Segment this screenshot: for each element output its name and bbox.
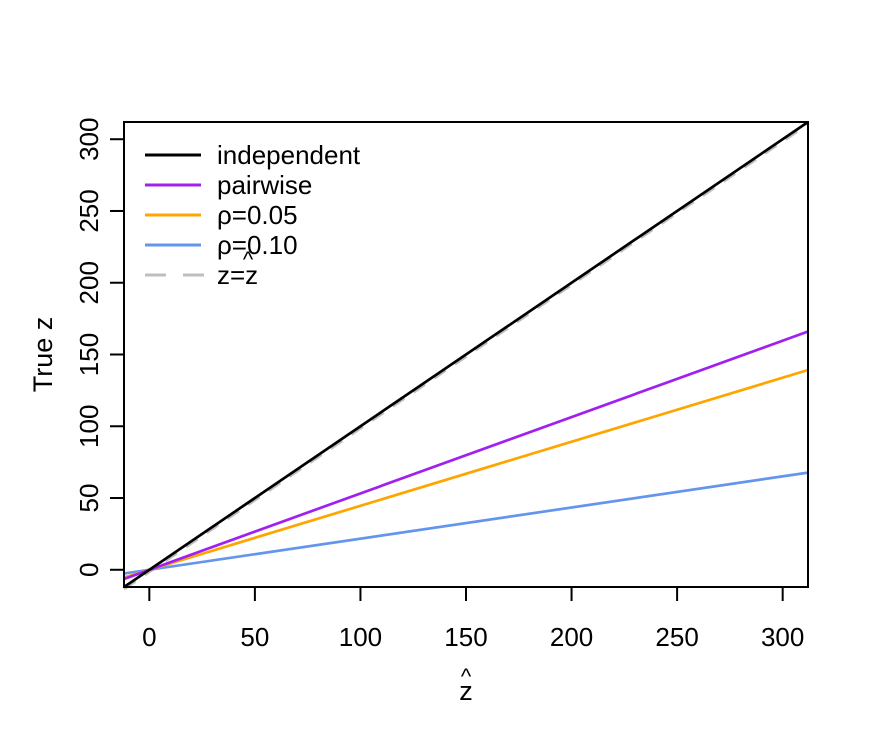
y-axis-tick-label-0: 0 [74,563,104,577]
series-line-z [123,122,809,591]
x-axis-tick-label-300: 300 [761,622,804,652]
y-axis-tick-label-300: 300 [74,118,104,161]
y-axis-tick-label-100: 100 [74,405,104,448]
legend-item-z: z=z^ [145,247,258,290]
x-axis-label: z [459,676,473,706]
legend-label-z-hat-accent: ^ [243,247,254,272]
legend-item-independent: independent [145,140,361,170]
legend-item-0-10: ρ=0.10 [145,230,298,260]
y-axis-label: True z [28,317,58,393]
legend-label-pairwise: pairwise [217,170,312,200]
legend-item-pairwise: pairwise [145,170,312,200]
legend-label-z: z=z [217,260,258,290]
x-axis-tick-label-250: 250 [655,622,698,652]
series-line-pairwise [123,330,809,581]
x-axis-tick-label-0: 0 [142,622,156,652]
x-axis-tick-label-150: 150 [444,622,487,652]
x-axis-tick-label-100: 100 [339,622,382,652]
y-axis-tick-label-50: 50 [74,484,104,513]
legend-label-0-10: ρ=0.10 [217,230,298,260]
y-axis-tick-label-200: 200 [74,261,104,304]
x-axis-tick-label-50: 50 [240,622,269,652]
series-line-0-05 [123,368,809,579]
y-axis-tick-label-250: 250 [74,189,104,232]
x-axis-tick-label-200: 200 [550,622,593,652]
series-line-0-10 [123,471,809,575]
legend-label-independent: independent [217,140,361,170]
series-line-independent [123,120,809,589]
y-axis-tick-label-150: 150 [74,333,104,376]
legend-item-0-05: ρ=0.05 [145,200,298,230]
x-axis-label-hat-accent: ^ [461,664,472,689]
legend-label-0-05: ρ=0.05 [217,200,298,230]
